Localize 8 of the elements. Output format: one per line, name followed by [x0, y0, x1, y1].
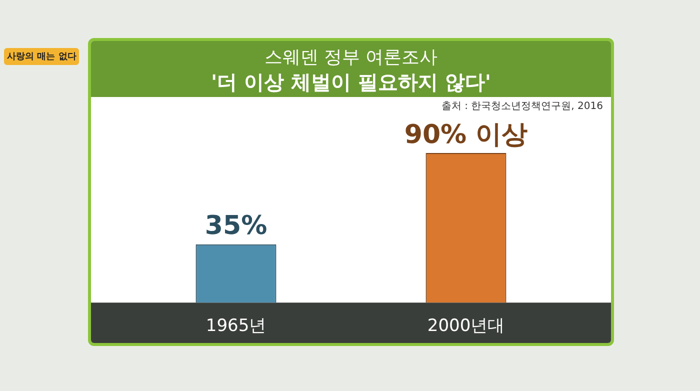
data-label: 90% 이상	[404, 120, 528, 150]
x-tick-label: 1965년	[206, 316, 266, 336]
text: 사랑의 매는 없다	[4, 48, 80, 65]
chart-title: 스웨덴 정부 여론조사	[263, 46, 439, 69]
source-note: 출처 : 한국청소년정책연구원, 2016	[441, 100, 603, 113]
data-label: 35%	[204, 211, 268, 242]
x-tick-label: 2000년대	[427, 316, 505, 336]
chart-subtitle: '더 이상 체벌이 필요하지 않다'	[210, 69, 492, 96]
